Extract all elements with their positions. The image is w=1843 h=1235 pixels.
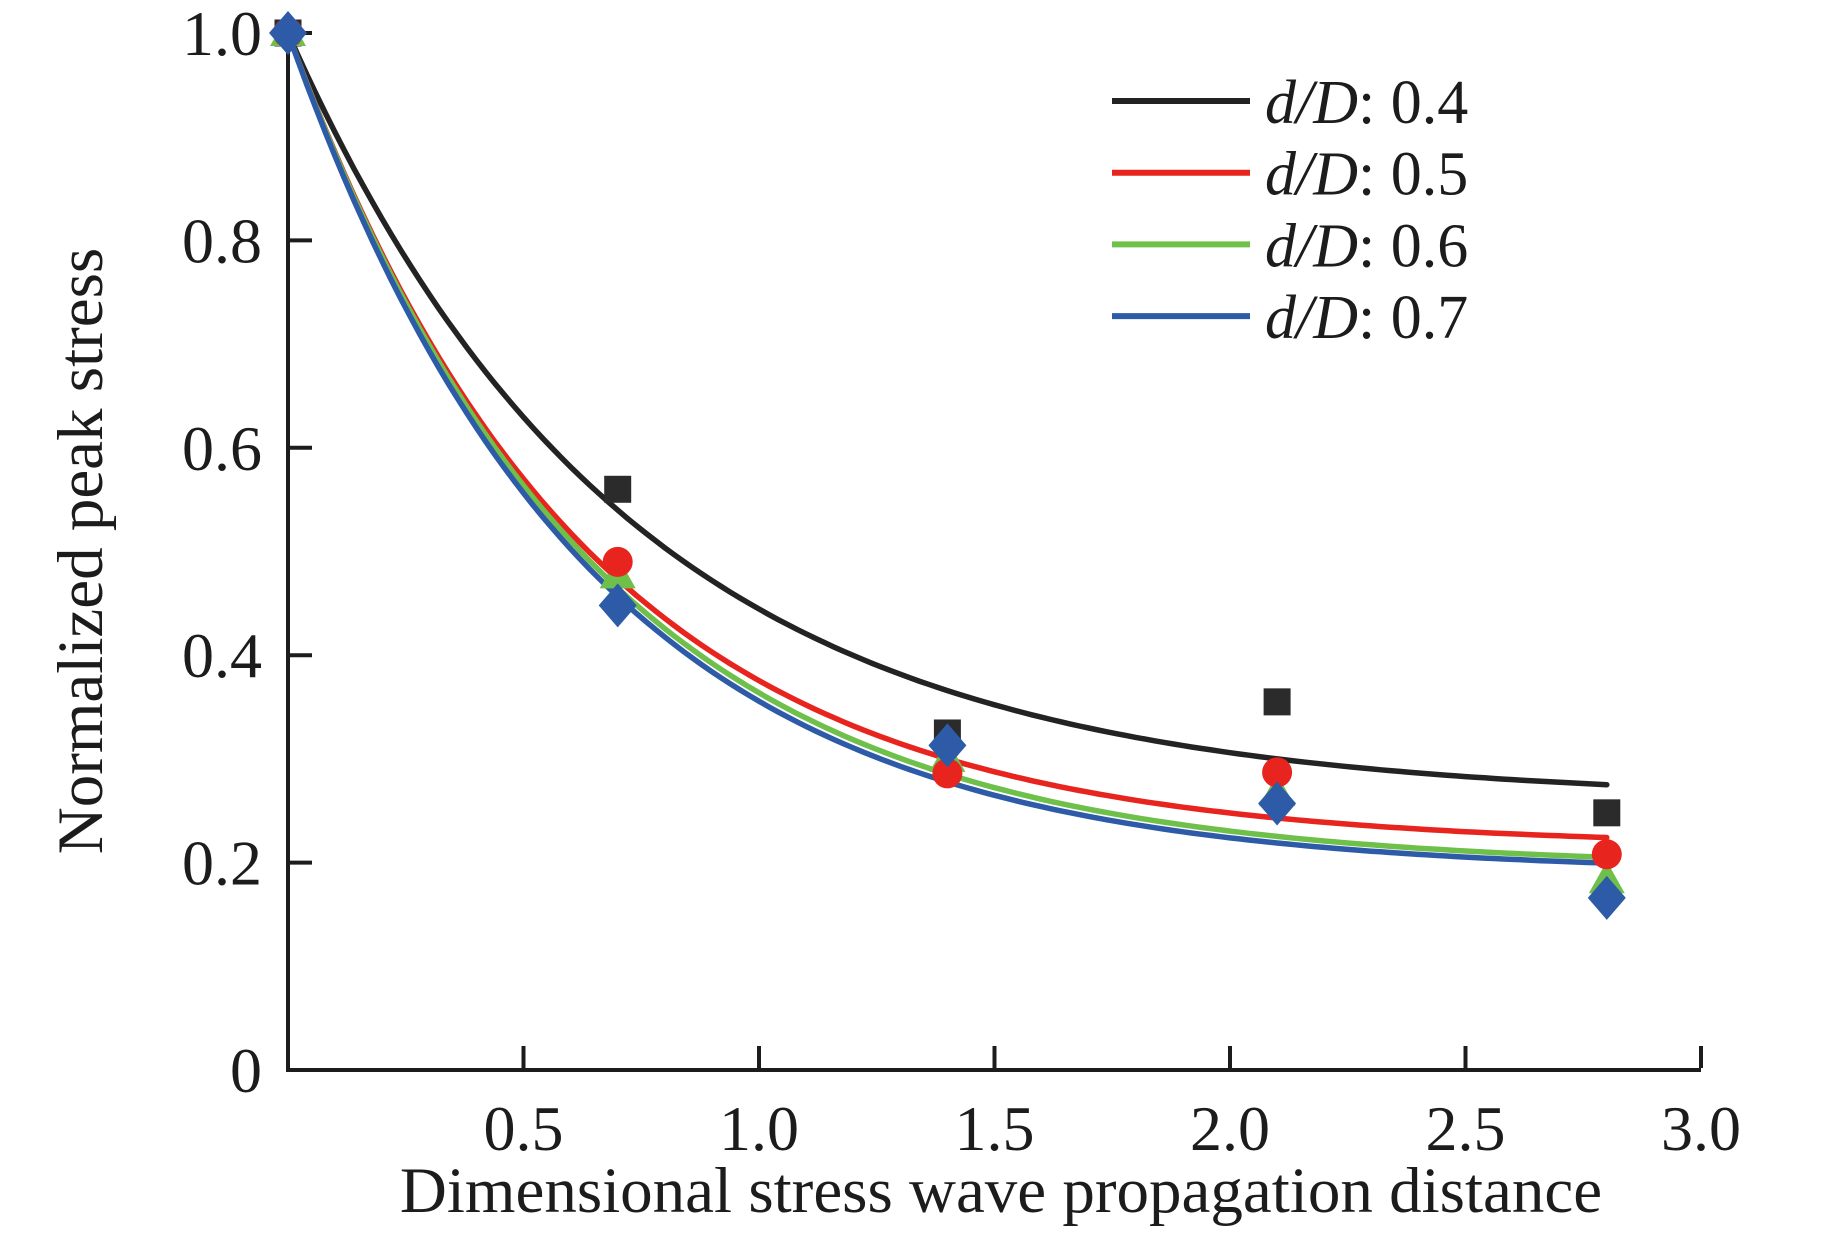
marker-circle <box>1262 757 1293 788</box>
marker-circle <box>602 546 633 577</box>
axes-layer: 0 0.2 0.4 0.6 0.8 1.0 0.5 1.0 1.5 2.0 2.5 3.0 <box>182 0 1741 1164</box>
legend-row: d/D: 0.4 <box>1112 69 1468 137</box>
y-tick-label: 0.4 <box>182 620 262 691</box>
x-tick-label: 1.5 <box>955 1093 1035 1164</box>
marker-diamond <box>598 583 637 628</box>
marker-diamond <box>1587 875 1626 920</box>
marker-square <box>604 475 632 503</box>
y-tick-label: 1.0 <box>182 0 262 69</box>
marker-square <box>1263 688 1291 716</box>
fit-curve-0.4 <box>285 30 1610 788</box>
legend-label: d/D: 0.5 <box>1265 141 1468 209</box>
legend: d/D: 0.4d/D: 0.5d/D: 0.6d/D: 0.7 <box>1112 69 1468 352</box>
legend-label: d/D: 0.7 <box>1265 284 1468 352</box>
marker-diamond <box>1258 781 1297 826</box>
x-tick-label: 0.5 <box>484 1093 564 1164</box>
y-tick-label: 0.8 <box>182 205 262 276</box>
legend-row: d/D: 0.7 <box>1112 284 1468 352</box>
x-tick-label: 1.0 <box>719 1093 799 1164</box>
y-axis-title: Normalized peak stress <box>45 248 117 854</box>
marker-diamond <box>928 723 967 768</box>
data-markers-layer <box>269 11 1626 920</box>
x-tick-label: 3.0 <box>1661 1093 1741 1164</box>
y-tick-label: 0 <box>230 1035 262 1106</box>
x-axis-title: Dimensional stress wave propagation dist… <box>400 1155 1602 1227</box>
legend-row: d/D: 0.6 <box>1112 212 1468 280</box>
marker-circle <box>1591 839 1622 870</box>
x-tick-label: 2.0 <box>1190 1093 1270 1164</box>
legend-label: d/D: 0.6 <box>1265 212 1468 280</box>
marker-square <box>1593 799 1621 827</box>
marker-circle <box>932 758 963 789</box>
legend-label: d/D: 0.4 <box>1265 69 1468 137</box>
x-tick-label: 2.5 <box>1426 1093 1506 1164</box>
y-tick-label: 0.2 <box>182 828 262 899</box>
legend-row: d/D: 0.5 <box>1112 141 1468 209</box>
axis-frame <box>286 30 1701 1072</box>
y-tick-label: 0.6 <box>182 413 262 484</box>
marker-diamond <box>269 11 307 55</box>
